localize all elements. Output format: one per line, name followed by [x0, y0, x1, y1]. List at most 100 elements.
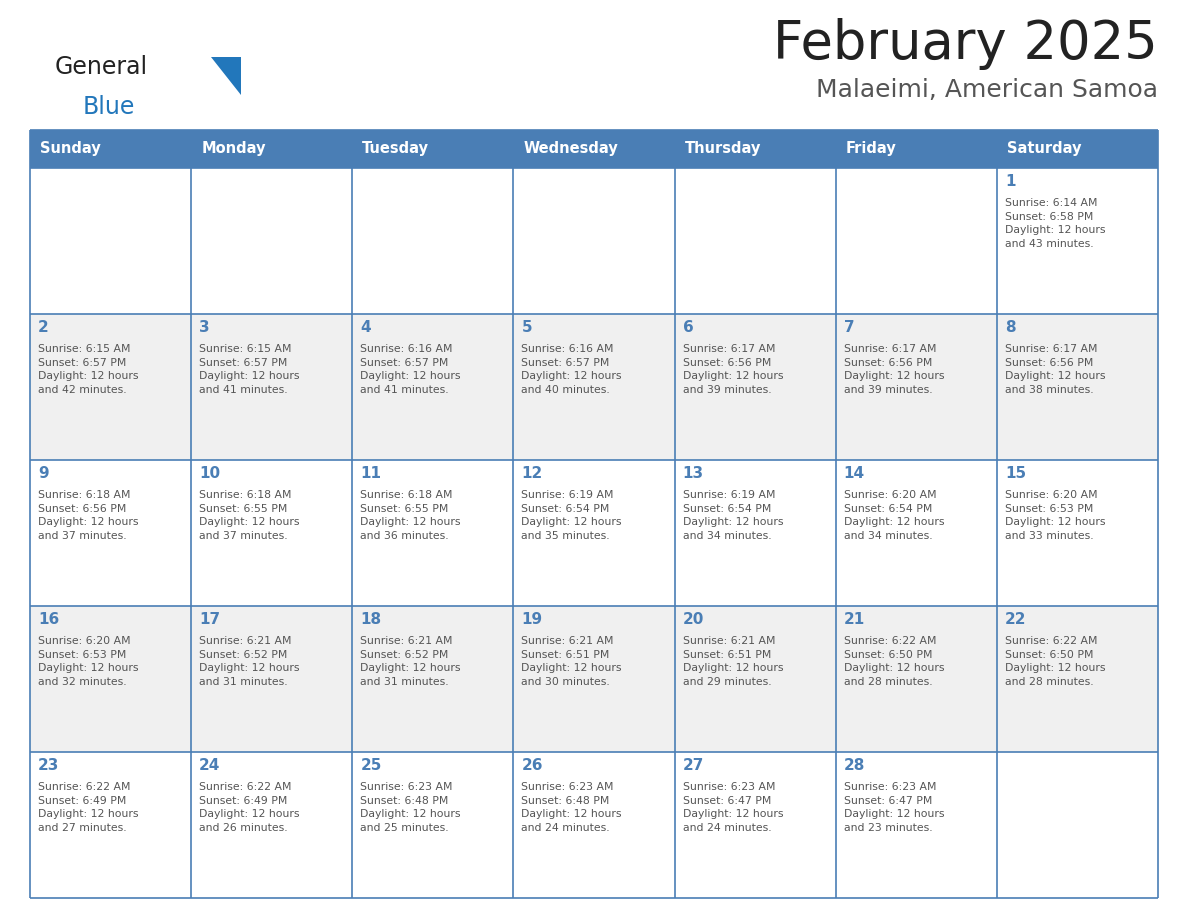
- Text: Sunrise: 6:21 AM
Sunset: 6:51 PM
Daylight: 12 hours
and 30 minutes.: Sunrise: 6:21 AM Sunset: 6:51 PM Dayligh…: [522, 636, 623, 687]
- Text: 9: 9: [38, 466, 49, 481]
- Bar: [353, 314, 513, 460]
- Bar: [675, 130, 835, 168]
- Text: Monday: Monday: [201, 141, 266, 156]
- Text: Sunrise: 6:19 AM
Sunset: 6:54 PM
Daylight: 12 hours
and 35 minutes.: Sunrise: 6:19 AM Sunset: 6:54 PM Dayligh…: [522, 490, 623, 541]
- Text: 18: 18: [360, 612, 381, 627]
- Text: 17: 17: [200, 612, 220, 627]
- Text: 26: 26: [522, 758, 543, 773]
- Text: Blue: Blue: [83, 95, 135, 119]
- Text: Wednesday: Wednesday: [524, 141, 618, 156]
- Text: Saturday: Saturday: [1007, 141, 1081, 156]
- Bar: [513, 314, 675, 460]
- Text: 25: 25: [360, 758, 381, 773]
- Bar: [30, 460, 191, 606]
- Bar: [191, 606, 353, 752]
- Text: 28: 28: [843, 758, 865, 773]
- Text: 15: 15: [1005, 466, 1026, 481]
- Text: Sunrise: 6:17 AM
Sunset: 6:56 PM
Daylight: 12 hours
and 38 minutes.: Sunrise: 6:17 AM Sunset: 6:56 PM Dayligh…: [1005, 344, 1105, 395]
- Bar: [353, 130, 513, 168]
- Text: 7: 7: [843, 320, 854, 335]
- Bar: [675, 606, 835, 752]
- Bar: [835, 168, 997, 314]
- Bar: [30, 606, 191, 752]
- Bar: [513, 606, 675, 752]
- Text: Sunrise: 6:20 AM
Sunset: 6:53 PM
Daylight: 12 hours
and 32 minutes.: Sunrise: 6:20 AM Sunset: 6:53 PM Dayligh…: [38, 636, 139, 687]
- Text: 10: 10: [200, 466, 220, 481]
- Text: Sunrise: 6:21 AM
Sunset: 6:51 PM
Daylight: 12 hours
and 29 minutes.: Sunrise: 6:21 AM Sunset: 6:51 PM Dayligh…: [683, 636, 783, 687]
- Text: Sunrise: 6:22 AM
Sunset: 6:49 PM
Daylight: 12 hours
and 26 minutes.: Sunrise: 6:22 AM Sunset: 6:49 PM Dayligh…: [200, 782, 299, 833]
- Bar: [997, 460, 1158, 606]
- Text: Friday: Friday: [846, 141, 897, 156]
- Bar: [191, 752, 353, 898]
- Bar: [835, 130, 997, 168]
- Text: 6: 6: [683, 320, 694, 335]
- Text: Sunrise: 6:15 AM
Sunset: 6:57 PM
Daylight: 12 hours
and 41 minutes.: Sunrise: 6:15 AM Sunset: 6:57 PM Dayligh…: [200, 344, 299, 395]
- Bar: [30, 168, 191, 314]
- Text: Sunrise: 6:15 AM
Sunset: 6:57 PM
Daylight: 12 hours
and 42 minutes.: Sunrise: 6:15 AM Sunset: 6:57 PM Dayligh…: [38, 344, 139, 395]
- Text: Sunrise: 6:23 AM
Sunset: 6:48 PM
Daylight: 12 hours
and 24 minutes.: Sunrise: 6:23 AM Sunset: 6:48 PM Dayligh…: [522, 782, 623, 833]
- Text: Sunrise: 6:23 AM
Sunset: 6:47 PM
Daylight: 12 hours
and 23 minutes.: Sunrise: 6:23 AM Sunset: 6:47 PM Dayligh…: [843, 782, 944, 833]
- Bar: [997, 168, 1158, 314]
- Bar: [353, 606, 513, 752]
- Text: Sunrise: 6:18 AM
Sunset: 6:55 PM
Daylight: 12 hours
and 36 minutes.: Sunrise: 6:18 AM Sunset: 6:55 PM Dayligh…: [360, 490, 461, 541]
- Bar: [675, 460, 835, 606]
- Text: Sunrise: 6:18 AM
Sunset: 6:56 PM
Daylight: 12 hours
and 37 minutes.: Sunrise: 6:18 AM Sunset: 6:56 PM Dayligh…: [38, 490, 139, 541]
- Bar: [30, 314, 191, 460]
- Text: 2: 2: [38, 320, 49, 335]
- Text: 4: 4: [360, 320, 371, 335]
- Bar: [513, 168, 675, 314]
- Text: 13: 13: [683, 466, 703, 481]
- Text: 12: 12: [522, 466, 543, 481]
- Text: 21: 21: [843, 612, 865, 627]
- Text: Malaeimi, American Samoa: Malaeimi, American Samoa: [816, 78, 1158, 102]
- Bar: [30, 130, 191, 168]
- Bar: [835, 606, 997, 752]
- Text: Sunrise: 6:22 AM
Sunset: 6:49 PM
Daylight: 12 hours
and 27 minutes.: Sunrise: 6:22 AM Sunset: 6:49 PM Dayligh…: [38, 782, 139, 833]
- Bar: [835, 460, 997, 606]
- Bar: [191, 314, 353, 460]
- Bar: [997, 606, 1158, 752]
- Polygon shape: [211, 57, 241, 95]
- Bar: [997, 130, 1158, 168]
- Text: 14: 14: [843, 466, 865, 481]
- Text: Sunrise: 6:17 AM
Sunset: 6:56 PM
Daylight: 12 hours
and 39 minutes.: Sunrise: 6:17 AM Sunset: 6:56 PM Dayligh…: [843, 344, 944, 395]
- Text: 27: 27: [683, 758, 704, 773]
- Text: Sunrise: 6:20 AM
Sunset: 6:54 PM
Daylight: 12 hours
and 34 minutes.: Sunrise: 6:20 AM Sunset: 6:54 PM Dayligh…: [843, 490, 944, 541]
- Text: Sunrise: 6:16 AM
Sunset: 6:57 PM
Daylight: 12 hours
and 40 minutes.: Sunrise: 6:16 AM Sunset: 6:57 PM Dayligh…: [522, 344, 623, 395]
- Text: Sunday: Sunday: [40, 141, 101, 156]
- Bar: [997, 752, 1158, 898]
- Text: Sunrise: 6:22 AM
Sunset: 6:50 PM
Daylight: 12 hours
and 28 minutes.: Sunrise: 6:22 AM Sunset: 6:50 PM Dayligh…: [843, 636, 944, 687]
- Text: Sunrise: 6:18 AM
Sunset: 6:55 PM
Daylight: 12 hours
and 37 minutes.: Sunrise: 6:18 AM Sunset: 6:55 PM Dayligh…: [200, 490, 299, 541]
- Text: Sunrise: 6:23 AM
Sunset: 6:47 PM
Daylight: 12 hours
and 24 minutes.: Sunrise: 6:23 AM Sunset: 6:47 PM Dayligh…: [683, 782, 783, 833]
- Text: Sunrise: 6:21 AM
Sunset: 6:52 PM
Daylight: 12 hours
and 31 minutes.: Sunrise: 6:21 AM Sunset: 6:52 PM Dayligh…: [200, 636, 299, 687]
- Text: 16: 16: [38, 612, 59, 627]
- Text: 8: 8: [1005, 320, 1016, 335]
- Bar: [675, 168, 835, 314]
- Bar: [675, 752, 835, 898]
- Bar: [353, 752, 513, 898]
- Text: General: General: [55, 55, 148, 79]
- Text: 1: 1: [1005, 174, 1016, 189]
- Text: Sunrise: 6:16 AM
Sunset: 6:57 PM
Daylight: 12 hours
and 41 minutes.: Sunrise: 6:16 AM Sunset: 6:57 PM Dayligh…: [360, 344, 461, 395]
- Bar: [353, 168, 513, 314]
- Text: 5: 5: [522, 320, 532, 335]
- Bar: [30, 752, 191, 898]
- Text: Sunrise: 6:21 AM
Sunset: 6:52 PM
Daylight: 12 hours
and 31 minutes.: Sunrise: 6:21 AM Sunset: 6:52 PM Dayligh…: [360, 636, 461, 687]
- Text: 3: 3: [200, 320, 210, 335]
- Text: Sunrise: 6:19 AM
Sunset: 6:54 PM
Daylight: 12 hours
and 34 minutes.: Sunrise: 6:19 AM Sunset: 6:54 PM Dayligh…: [683, 490, 783, 541]
- Text: 24: 24: [200, 758, 221, 773]
- Bar: [191, 130, 353, 168]
- Text: 22: 22: [1005, 612, 1026, 627]
- Bar: [997, 314, 1158, 460]
- Bar: [835, 752, 997, 898]
- Text: 23: 23: [38, 758, 59, 773]
- Text: Tuesday: Tuesday: [362, 141, 429, 156]
- Bar: [835, 314, 997, 460]
- Text: Thursday: Thursday: [684, 141, 762, 156]
- Text: 11: 11: [360, 466, 381, 481]
- Bar: [675, 314, 835, 460]
- Text: 19: 19: [522, 612, 543, 627]
- Text: Sunrise: 6:20 AM
Sunset: 6:53 PM
Daylight: 12 hours
and 33 minutes.: Sunrise: 6:20 AM Sunset: 6:53 PM Dayligh…: [1005, 490, 1105, 541]
- Bar: [513, 130, 675, 168]
- Bar: [513, 460, 675, 606]
